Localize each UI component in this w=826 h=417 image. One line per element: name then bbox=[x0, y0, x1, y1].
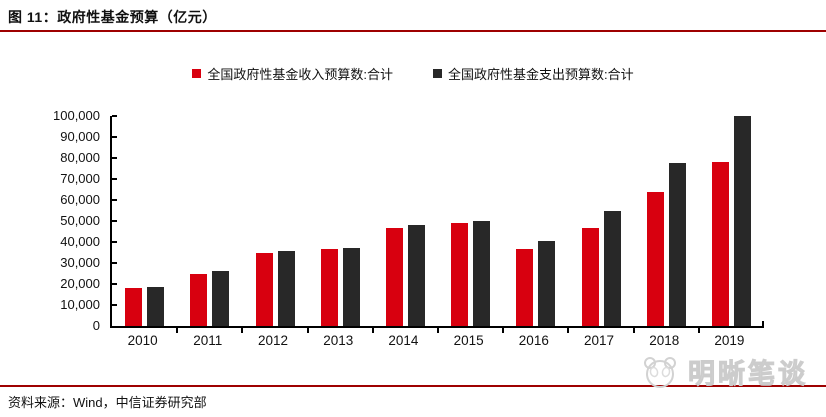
bar bbox=[212, 271, 230, 326]
bar bbox=[473, 220, 491, 326]
y-axis-labels: 0 10,000 20,000 30,000 40,000 50,000 60,000 70,… bbox=[0, 0, 100, 360]
legend-item-revenue: 全国政府性基金收入预算数:合计 bbox=[192, 64, 393, 83]
y-axis-tick-label: 90,000 bbox=[60, 129, 100, 144]
bar-groups bbox=[112, 116, 764, 326]
x-axis-labels: 2010 2011 2012 2013 2014 2015 2016 2017 2018 2019 bbox=[110, 333, 762, 348]
y-axis-tick bbox=[112, 115, 117, 117]
footer-divider bbox=[0, 385, 826, 387]
y-axis-tick bbox=[112, 241, 117, 243]
legend-label-expenditure: 全国政府性基金支出预算数:合计 bbox=[448, 67, 634, 82]
x-axis-tick bbox=[306, 326, 309, 333]
bar bbox=[668, 162, 686, 326]
bar bbox=[646, 192, 664, 326]
y-axis-tick-label: 30,000 bbox=[60, 255, 100, 270]
legend-item-expenditure: 全国政府性基金支出预算数:合计 bbox=[433, 64, 634, 83]
legend-swatch-revenue-icon bbox=[192, 69, 202, 78]
y-axis-tick bbox=[112, 283, 117, 285]
bar bbox=[320, 249, 338, 326]
x-axis-tick bbox=[176, 326, 179, 333]
legend-label-revenue: 全国政府性基金收入预算数:合计 bbox=[207, 67, 393, 82]
bar-group-2018 bbox=[634, 116, 699, 326]
bar bbox=[190, 273, 208, 326]
bar bbox=[451, 223, 469, 326]
source-note: 资料来源：Wind，中信证券研究部 bbox=[8, 395, 207, 410]
panda-face-icon bbox=[644, 357, 676, 388]
bar bbox=[581, 227, 599, 326]
x-axis-tick bbox=[567, 326, 570, 333]
x-axis-tick bbox=[697, 326, 700, 333]
y-axis-tick bbox=[112, 199, 117, 201]
bar bbox=[516, 249, 534, 326]
y-axis-tick-label: 60,000 bbox=[60, 192, 100, 207]
bar bbox=[407, 225, 425, 326]
bar-group-2017 bbox=[568, 116, 633, 326]
y-axis-tick-label: 50,000 bbox=[60, 213, 100, 228]
y-axis-tick-label: 70,000 bbox=[60, 171, 100, 186]
y-axis-tick bbox=[112, 262, 117, 264]
x-axis-label: 2015 bbox=[453, 333, 484, 348]
bar bbox=[603, 210, 621, 326]
y-axis-tick-label: 20,000 bbox=[60, 276, 100, 291]
y-axis-tick-label: 40,000 bbox=[60, 234, 100, 249]
bar bbox=[255, 252, 273, 326]
bar bbox=[385, 228, 403, 326]
bar-group-2019 bbox=[699, 116, 764, 326]
x-axis-label: 2012 bbox=[257, 333, 289, 348]
figure-title: 图 11：政府性基金预算（亿元） bbox=[8, 9, 217, 25]
y-axis-tick-label: 10,000 bbox=[60, 297, 100, 312]
legend: 全国政府性基金收入预算数:合计 全国政府性基金支出预算数:合计 bbox=[0, 64, 826, 83]
y-axis-tick bbox=[112, 220, 117, 222]
bar-group-2014 bbox=[373, 116, 438, 326]
x-axis-label: 2013 bbox=[323, 333, 354, 348]
y-axis-tick-label: 80,000 bbox=[60, 150, 100, 165]
x-axis-tick bbox=[437, 326, 439, 333]
y-axis-tick bbox=[112, 304, 117, 306]
y-axis-tick bbox=[112, 136, 117, 138]
y-axis-tick-label: 100,000 bbox=[53, 108, 100, 123]
bar bbox=[342, 247, 360, 326]
x-axis-tick bbox=[632, 326, 635, 333]
x-axis-label: 2019 bbox=[714, 333, 745, 348]
bar-group-2016 bbox=[503, 116, 568, 326]
bar bbox=[147, 286, 165, 326]
x-axis-tick bbox=[502, 326, 505, 333]
x-axis-label: 2016 bbox=[518, 333, 549, 348]
y-axis-tick bbox=[112, 157, 117, 159]
bar-group-2013 bbox=[308, 116, 373, 326]
x-axis-label: 2017 bbox=[584, 333, 615, 348]
watermark: 明晰笔谈 bbox=[640, 351, 808, 391]
y-axis-tick-label: 0 bbox=[92, 318, 100, 333]
bar bbox=[538, 240, 556, 326]
x-axis-label: 2011 bbox=[193, 333, 223, 348]
bar-group-2010 bbox=[112, 116, 177, 326]
bar-group-2015 bbox=[438, 116, 503, 326]
bar bbox=[711, 161, 729, 326]
x-axis-tick bbox=[371, 326, 374, 333]
x-axis-label: 2010 bbox=[127, 333, 158, 348]
x-axis-label: 2018 bbox=[649, 333, 680, 348]
bar-group-2011 bbox=[177, 116, 242, 326]
watermark-text: 明晰笔谈 bbox=[688, 358, 808, 389]
x-axis-tick bbox=[241, 326, 244, 333]
bar bbox=[277, 251, 295, 326]
x-axis-label: 2014 bbox=[388, 333, 419, 348]
bar bbox=[125, 288, 143, 326]
legend-swatch-expenditure-icon bbox=[433, 69, 442, 78]
bar bbox=[733, 116, 751, 326]
x-axis-end-tick bbox=[762, 321, 764, 326]
title-underline bbox=[0, 30, 826, 32]
y-axis-tick bbox=[112, 178, 117, 180]
bar-group-2012 bbox=[242, 116, 307, 326]
plot-area bbox=[110, 115, 764, 333]
